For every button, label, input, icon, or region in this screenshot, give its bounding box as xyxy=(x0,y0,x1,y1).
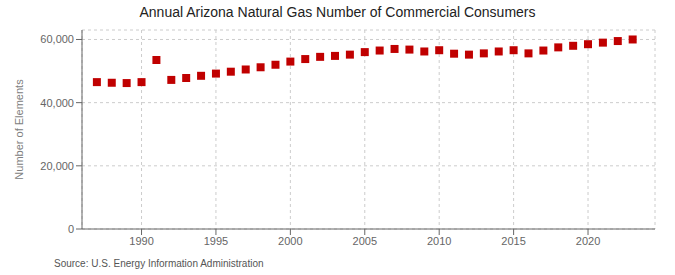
html-text:Annual Arizona Natural Gas Num: Annual Arizona Natural Gas Number of Com… xyxy=(139,4,536,20)
svg-text:0: 0 xyxy=(68,223,74,235)
svg-text:1995: 1995 xyxy=(204,235,228,247)
svg-text:2000: 2000 xyxy=(278,235,302,247)
svg-text:40,000: 40,000 xyxy=(40,97,74,109)
svg-text:Number of Elements: Number of Elements xyxy=(13,79,25,180)
svg-text:60,000: 60,000 xyxy=(40,33,74,45)
html-text:Source: U.S. Energy Informatio: Source: U.S. Energy Information Administ… xyxy=(54,258,264,269)
svg-text:1990: 1990 xyxy=(129,235,153,247)
svg-text:2015: 2015 xyxy=(501,235,525,247)
svg-text:20,000: 20,000 xyxy=(40,160,74,172)
svg-text:2005: 2005 xyxy=(353,235,377,247)
svg-text:2010: 2010 xyxy=(427,235,451,247)
svg-text:2020: 2020 xyxy=(576,235,600,247)
